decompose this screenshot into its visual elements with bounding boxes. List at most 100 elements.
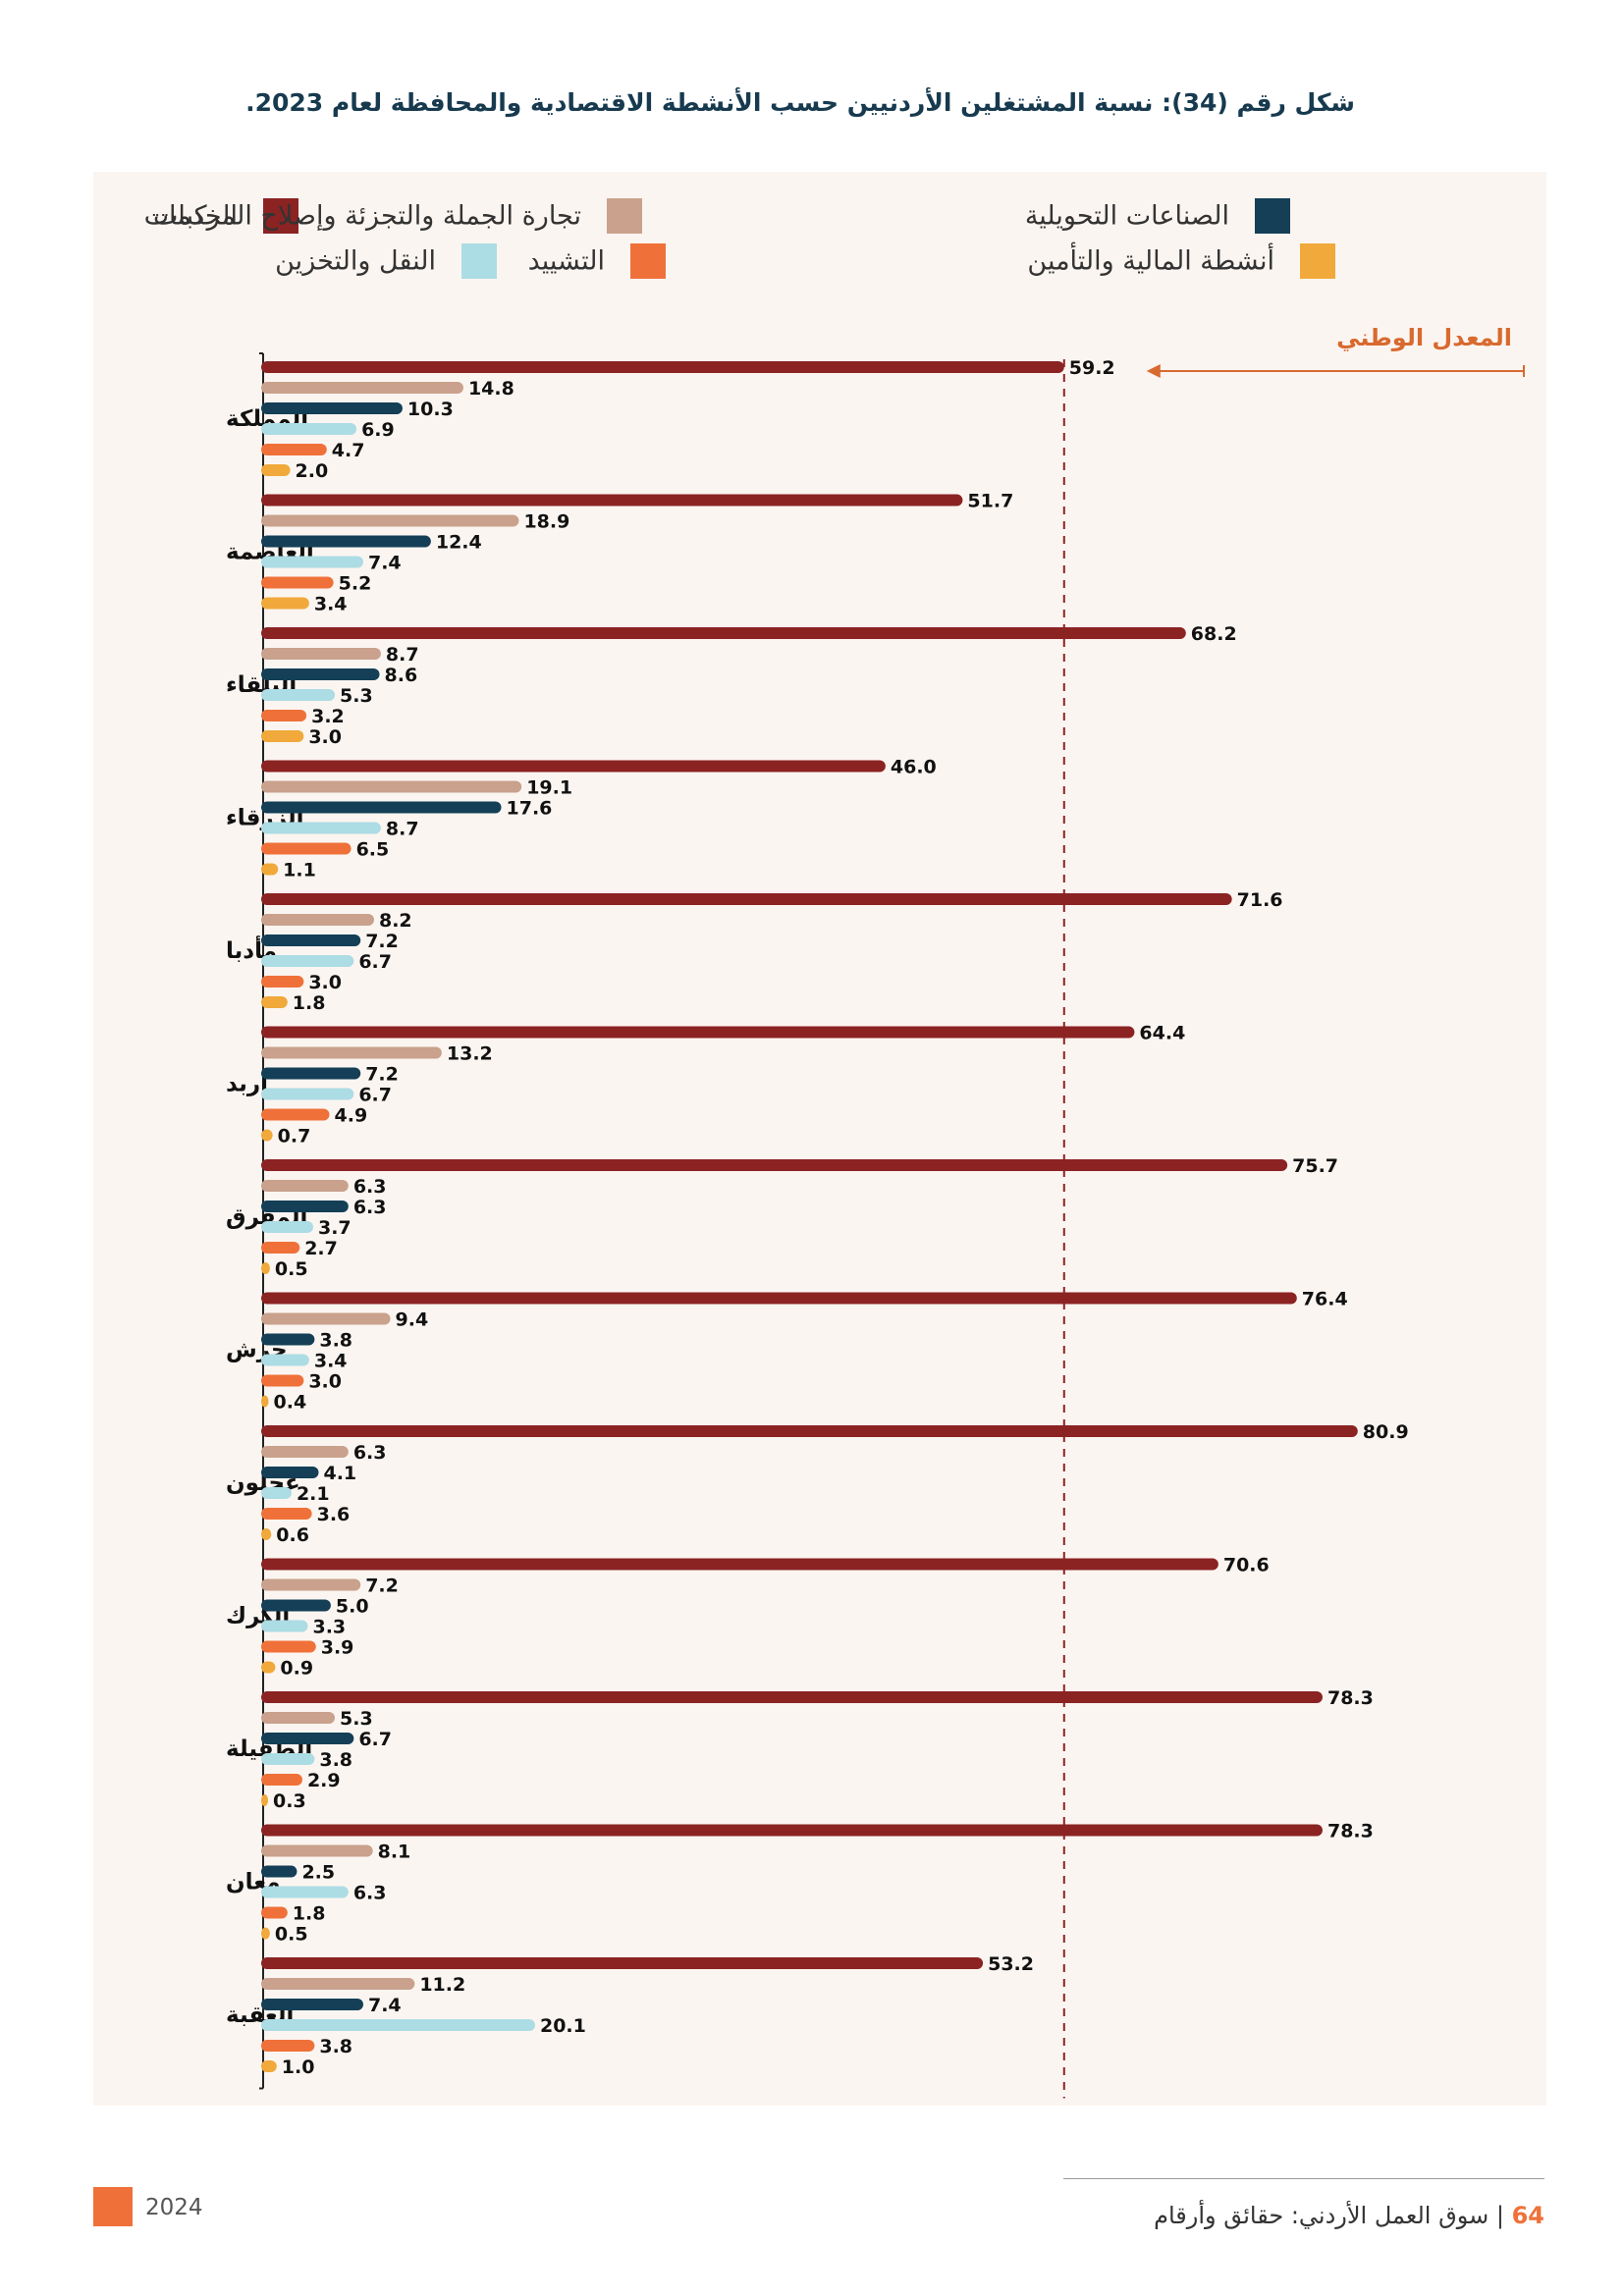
bar [261,710,307,721]
bar-value-label: 6.3 [353,1883,387,1904]
bar [261,1129,273,1142]
bar-value-label: 6.3 [353,1176,387,1198]
bar [261,1108,330,1121]
bar [261,1354,309,1366]
bar [261,1774,302,1786]
bar [261,934,361,946]
bar-value-label: 7.2 [365,931,399,952]
bar [261,1844,373,1857]
bar-value-label: 8.2 [379,910,412,932]
chart-panel [93,172,1546,2106]
bar-value-label: 7.2 [365,1575,399,1597]
bar [261,1957,984,1969]
bar-value-label: 3.7 [318,1217,352,1239]
bar-value-label: 7.4 [368,1995,402,2016]
bar-value-label: 0.5 [275,1258,308,1280]
bar-value-label: 2.5 [301,1862,335,1884]
bar-value-label: 3.0 [308,1371,342,1393]
bar-value-label: 2.1 [297,1483,330,1505]
bar-value-label: 20.1 [540,2015,586,2037]
legend-label: تجارة الجملة والتجزئة وإصلاح المركبات [153,200,581,232]
bar-value-label: 3.9 [321,1637,354,1659]
bar-value-label: 5.0 [336,1596,369,1618]
bar-value-label: 3.0 [308,726,342,748]
bar-value-label: 3.6 [317,1504,351,1525]
footer-square [93,2187,133,2226]
bar [261,801,502,814]
bar-value-label: 6.7 [358,1729,392,1750]
bar-value-label: 17.6 [507,798,553,820]
bar [261,1201,349,1212]
bar-value-label: 6.3 [353,1442,387,1464]
bar-value-label: 7.2 [365,1064,399,1086]
bar-value-label: 0.5 [275,1924,308,1946]
bar [261,893,1232,905]
bar [261,780,522,793]
bar-value-label: 12.4 [436,532,482,554]
bar [261,361,1064,373]
bar [261,1067,361,1080]
bar [261,1333,315,1346]
legend-swatch-manufacturing [1255,198,1290,234]
bar [261,1395,269,1408]
bar-value-label: 5.3 [340,1708,373,1730]
bar-value-label: 3.4 [314,1351,348,1372]
bar-value-label: 0.9 [280,1658,313,1680]
bar-value-label: 10.3 [407,399,454,420]
bar [261,1446,349,1458]
category-label: اربد [226,1072,268,1097]
bar-value-label: 6.7 [358,1085,392,1106]
legend-swatch-services [263,198,298,234]
bar [261,1046,442,1059]
bar-value-label: 6.3 [353,1197,387,1218]
bar-value-label: 3.0 [308,972,342,993]
bar-value-label: 1.0 [282,2056,315,2078]
bar [261,1180,349,1192]
bar [261,1978,415,1990]
legend-swatch-trade [607,198,642,234]
chart-title: شكل رقم (34): نسبة المشتغلين الأردنيين ح… [245,88,1355,117]
bar [261,1425,1358,1437]
bar [261,1221,313,1233]
bar [261,1292,1297,1305]
bar [261,402,403,414]
bar-value-label: 75.7 [1292,1155,1338,1177]
national-average-arrowhead [1146,364,1161,378]
bar-value-label: 53.2 [988,1953,1034,1975]
bar [261,535,431,548]
bar-value-label: 4.7 [332,440,365,461]
bar [261,689,336,701]
bar-value-label: 0.6 [276,1524,309,1546]
footer-divider [1063,2178,1544,2179]
bar-value-label: 3.8 [319,1749,352,1771]
bar [261,2060,277,2072]
bar-value-label: 70.6 [1223,1555,1270,1576]
bar-value-label: 71.6 [1237,889,1283,911]
bar-value-label: 4.9 [335,1105,368,1127]
bar [261,1467,319,1478]
legend-label: النقل والتخزين [275,245,436,277]
bar-value-label: 0.7 [278,1126,311,1148]
bar [261,1262,270,1274]
footer-year: 2024 [145,2195,203,2220]
bar [261,1691,1323,1703]
bar [261,1753,315,1765]
bar-value-label: 6.5 [356,839,390,861]
bar [261,494,963,507]
bar [261,668,380,680]
bar [261,597,309,610]
bar-value-label: 13.2 [447,1043,493,1065]
bar [261,1026,1135,1039]
legend-swatch-finance [1300,243,1335,279]
bar-value-label: 64.4 [1139,1023,1185,1044]
bar [261,822,381,834]
bar [261,1865,298,1878]
bar-value-label: 59.2 [1069,357,1115,379]
bar [261,1999,363,2010]
bar [261,576,334,589]
bar-value-label: 80.9 [1363,1421,1409,1443]
bar [261,842,352,855]
bar-value-label: 3.8 [319,2036,352,2057]
bar-value-label: 5.2 [339,573,372,595]
bar [261,1599,331,1612]
